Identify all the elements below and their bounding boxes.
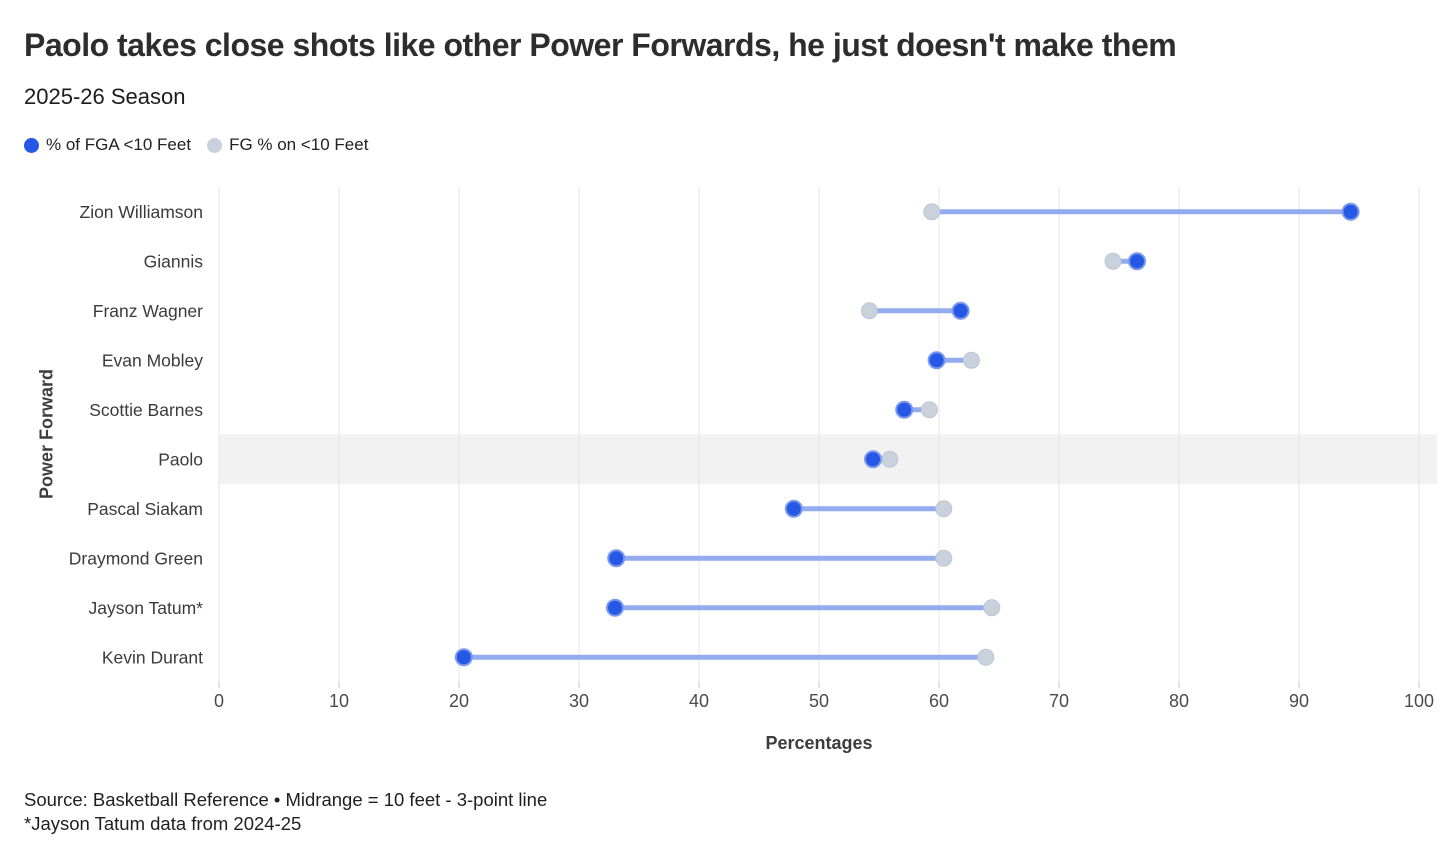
x-tick-label: 30: [569, 691, 589, 711]
fg-pct-dot[interactable]: [1104, 252, 1122, 270]
row-label: Evan Mobley: [102, 350, 203, 370]
fg-pct-dot[interactable]: [983, 599, 1001, 617]
row-label: Jayson Tatum*: [89, 598, 204, 618]
fga-share-dot[interactable]: [607, 549, 626, 568]
dumbbell-chart: 0 10 20 30 40 50 60 70 80 90 100 Zion Williamson Gia…: [69, 187, 1437, 711]
row-label: Franz Wagner: [93, 301, 203, 321]
fga-share-dot[interactable]: [1341, 202, 1360, 221]
x-tick-label: 60: [929, 691, 949, 711]
fg-pct-dot[interactable]: [962, 351, 980, 369]
fga-share-dot[interactable]: [784, 499, 803, 518]
x-tick-label: 90: [1289, 691, 1309, 711]
legend-item-fga-share[interactable]: % of FGA <10 Feet: [24, 135, 191, 155]
chart-footer: Source: Basketball Reference • Midrange …: [24, 788, 547, 835]
row-label: Zion Williamson: [80, 202, 204, 222]
fg-pct-dot[interactable]: [935, 500, 953, 518]
row-label: Kevin Durant: [102, 647, 203, 667]
x-tick-label: 80: [1169, 691, 1189, 711]
fg-pct-dot[interactable]: [860, 302, 878, 320]
page-title: Paolo takes close shots like other Power…: [24, 27, 1177, 63]
row-label: Draymond Green: [69, 548, 203, 568]
fg-pct-dot[interactable]: [920, 401, 938, 419]
x-axis-title: Percentages: [765, 733, 873, 753]
x-tick-label: 50: [809, 691, 829, 711]
fga-share-dot[interactable]: [895, 400, 914, 419]
y-axis-title: Power Forward: [36, 368, 57, 500]
fg-pct-dot[interactable]: [977, 648, 995, 666]
legend-swatch-blue-icon: [24, 137, 39, 153]
x-tick-label: 100: [1404, 691, 1434, 711]
x-tick-label: 10: [329, 691, 349, 711]
x-tick-label: 40: [689, 691, 709, 711]
chart-legend: % of FGA <10 Feet FG % on <10 Feet: [24, 135, 368, 155]
fga-share-dot[interactable]: [1128, 252, 1146, 271]
legend-label: % of FGA <10 Feet: [46, 135, 192, 154]
highlight-band: [219, 434, 1437, 484]
legend-label: FG % on <10 Feet: [229, 135, 369, 154]
x-tick-label: 0: [214, 691, 224, 711]
fg-pct-dot[interactable]: [935, 549, 953, 567]
x-tick-label: 70: [1049, 691, 1069, 711]
row-label: Giannis: [144, 251, 204, 271]
fg-pct-dot[interactable]: [923, 203, 941, 221]
fga-share-dot[interactable]: [454, 648, 473, 667]
fga-share-dot[interactable]: [606, 598, 624, 617]
legend-item-fg-pct[interactable]: FG % on <10 Feet: [207, 135, 368, 155]
fga-share-dot[interactable]: [864, 450, 882, 469]
chart-subtitle: 2025-26 Season: [24, 84, 186, 109]
row-label: Pascal Siakam: [87, 499, 203, 519]
fg-pct-dot[interactable]: [881, 450, 899, 468]
source-note: Source: Basketball Reference • Midrange …: [24, 789, 548, 810]
fga-share-dot[interactable]: [951, 301, 970, 320]
row-label: Paolo: [158, 449, 203, 469]
row-label: Scottie Barnes: [89, 400, 203, 420]
legend-swatch-gray-icon: [207, 137, 223, 153]
x-tick-label: 20: [449, 691, 469, 711]
asterisk-note: *Jayson Tatum data from 2024-25: [24, 812, 302, 834]
fga-share-dot[interactable]: [927, 351, 946, 370]
